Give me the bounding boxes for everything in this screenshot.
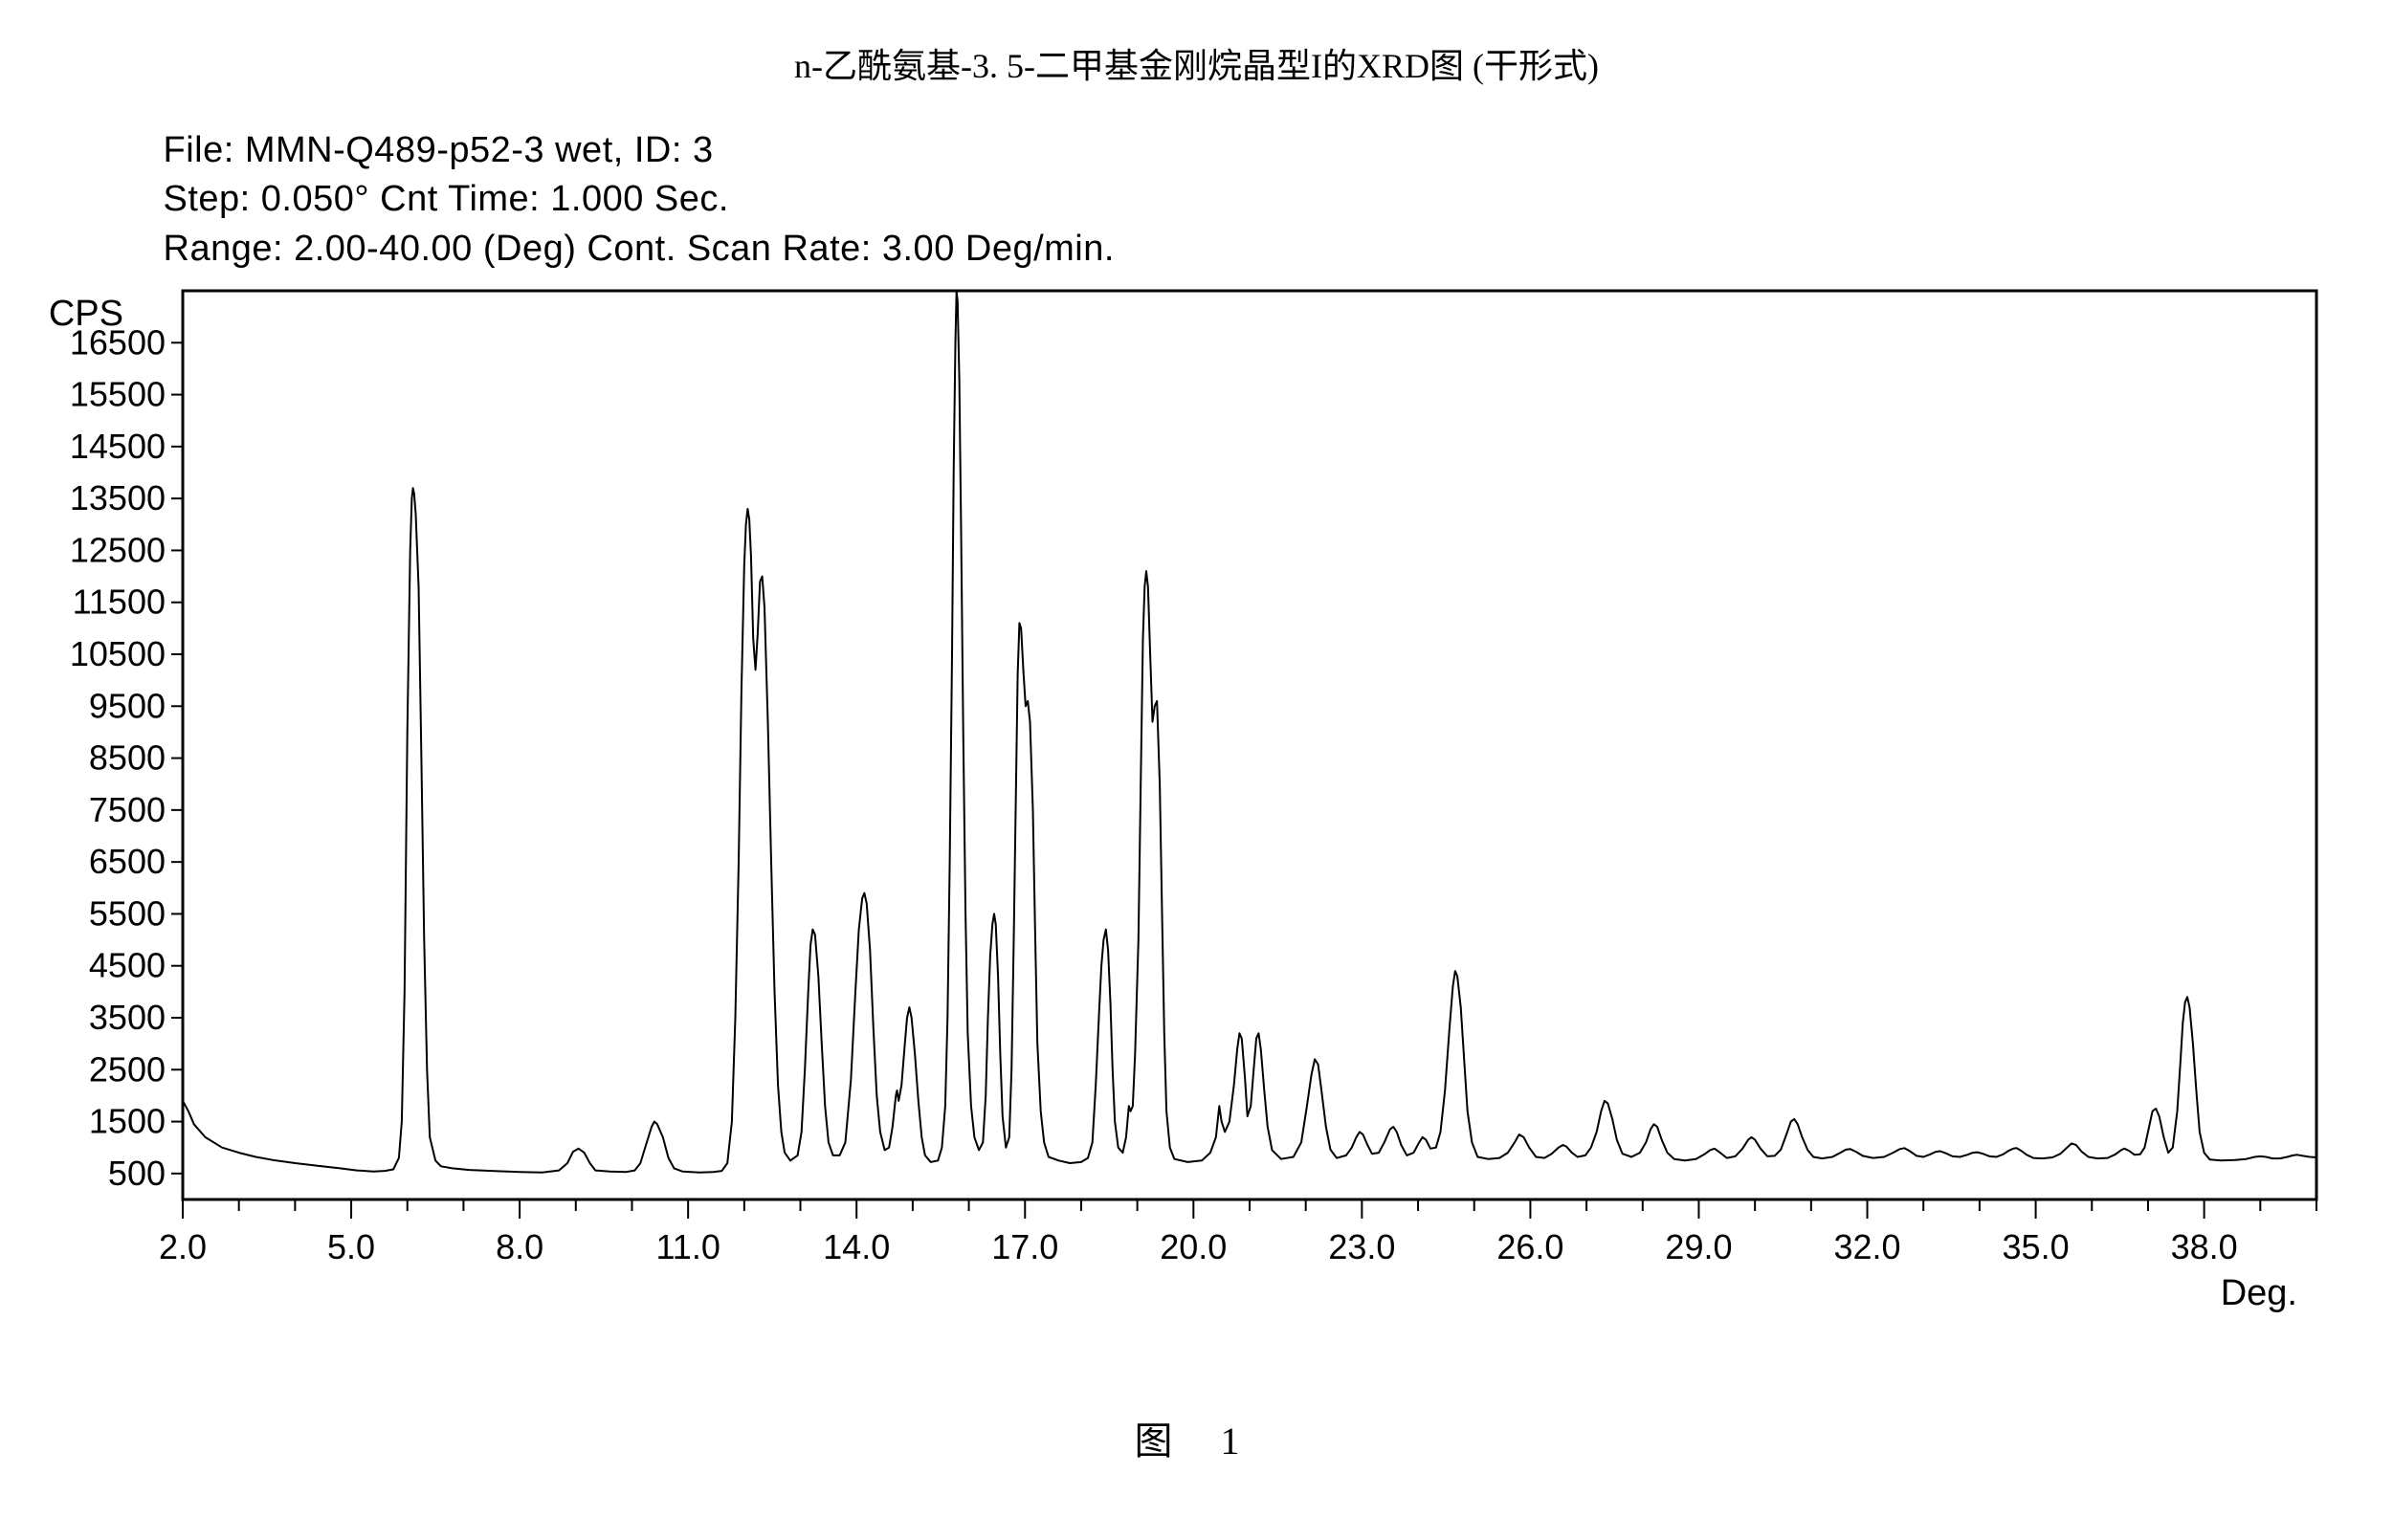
svg-text:35.0: 35.0 — [2002, 1227, 2069, 1266]
svg-text:20.0: 20.0 — [1160, 1227, 1227, 1266]
svg-text:5500: 5500 — [88, 893, 165, 933]
svg-text:23.0: 23.0 — [1328, 1227, 1395, 1266]
header-file: File: MMN-Q489-p52-3 wet, ID: 3 — [164, 126, 2345, 175]
header-metadata: File: MMN-Q489-p52-3 wet, ID: 3 Step: 0.… — [164, 126, 2345, 274]
svg-text:CPS: CPS — [49, 294, 123, 334]
xrd-plot-svg: 500 1500 2500 3500 4500 5500 6500 7500 8500 9500 1… — [49, 281, 2345, 1333]
xrd-chart: 500 1500 2500 3500 4500 5500 6500 7500 8500 9500 1… — [49, 281, 2345, 1333]
svg-text:500: 500 — [107, 1154, 165, 1193]
svg-text:1500: 1500 — [88, 1101, 165, 1140]
figure-caption: 图 1 — [49, 1410, 2345, 1465]
svg-text:14500: 14500 — [69, 427, 165, 466]
svg-text:11500: 11500 — [72, 583, 165, 622]
svg-text:2500: 2500 — [88, 1049, 165, 1089]
svg-text:3500: 3500 — [88, 998, 165, 1037]
svg-text:38.0: 38.0 — [2170, 1227, 2237, 1266]
svg-text:2.0: 2.0 — [158, 1227, 206, 1266]
svg-text:10500: 10500 — [69, 634, 165, 673]
svg-text:15500: 15500 — [69, 374, 165, 413]
svg-text:26.0: 26.0 — [1496, 1227, 1563, 1266]
svg-text:9500: 9500 — [88, 686, 165, 725]
svg-text:8500: 8500 — [88, 737, 165, 777]
svg-text:5.0: 5.0 — [327, 1227, 375, 1266]
chinese-title: n-乙酰氨基-3. 5-二甲基金刚烷晶型I的XRD图 (干形式) — [49, 38, 2345, 88]
svg-text:17.0: 17.0 — [991, 1227, 1058, 1266]
svg-text:4500: 4500 — [88, 946, 165, 985]
svg-text:Deg.: Deg. — [2220, 1273, 2296, 1313]
header-range: Range: 2.00-40.00 (Deg) Cont. Scan Rate:… — [164, 225, 2345, 274]
svg-text:11.0: 11.0 — [655, 1227, 720, 1266]
svg-text:8.0: 8.0 — [496, 1227, 543, 1266]
svg-text:6500: 6500 — [88, 842, 165, 881]
svg-text:32.0: 32.0 — [1833, 1227, 1900, 1266]
header-step: Step: 0.050° Cnt Time: 1.000 Sec. — [164, 175, 2345, 224]
svg-text:13500: 13500 — [69, 478, 165, 517]
svg-text:14.0: 14.0 — [823, 1227, 890, 1266]
svg-text:12500: 12500 — [69, 530, 165, 569]
svg-text:29.0: 29.0 — [1665, 1227, 1732, 1266]
svg-text:7500: 7500 — [88, 790, 165, 829]
